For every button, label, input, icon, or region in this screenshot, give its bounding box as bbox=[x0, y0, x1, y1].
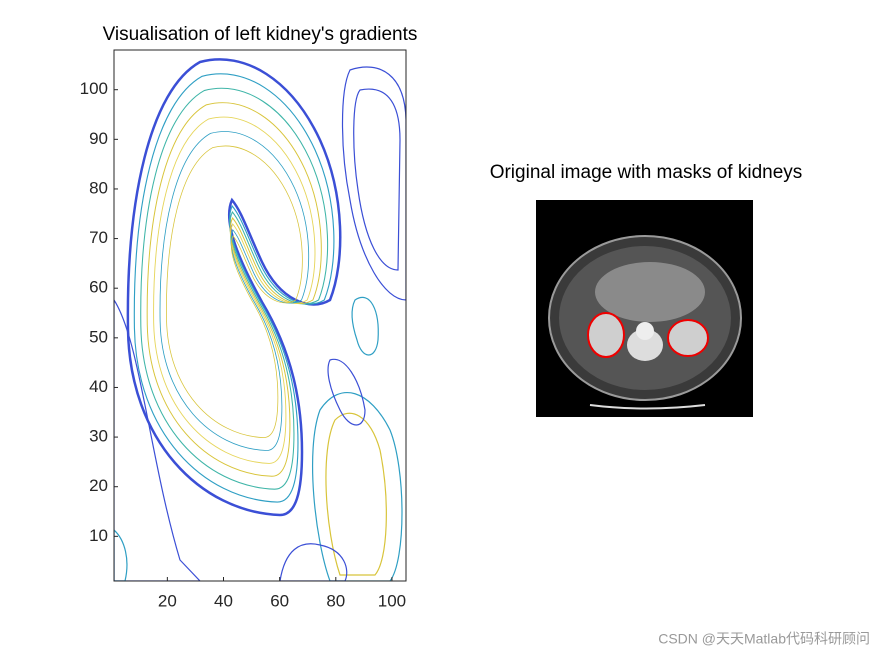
chart-title: Original image with masks of kidneys bbox=[490, 162, 803, 183]
y-tick-label: 50 bbox=[89, 327, 108, 346]
contour-line bbox=[126, 58, 342, 517]
x-tick-label: 80 bbox=[326, 591, 345, 610]
x-tick-label: 60 bbox=[270, 591, 289, 610]
chart-title: Visualisation of left kidney's gradients bbox=[103, 24, 418, 45]
contour-line bbox=[140, 87, 329, 490]
contour-lines bbox=[114, 58, 406, 581]
y-tick-label: 100 bbox=[80, 79, 108, 98]
image-axes: Original image with masks of kidneys bbox=[490, 162, 803, 417]
contour-line bbox=[146, 102, 322, 477]
ct-content bbox=[548, 235, 742, 410]
axes-box bbox=[113, 49, 407, 582]
y-tick-label: 30 bbox=[89, 427, 108, 446]
y-tick-label: 20 bbox=[89, 476, 108, 495]
y-tick-label: 70 bbox=[89, 228, 108, 247]
y-tick-label: 90 bbox=[89, 129, 108, 148]
y-tick-label: 80 bbox=[89, 178, 108, 197]
x-tick-label: 100 bbox=[378, 591, 406, 610]
y-tick-label: 60 bbox=[89, 278, 108, 297]
y-tick-label: 10 bbox=[89, 526, 108, 545]
contour-axes: Visualisation of left kidney's gradients… bbox=[80, 24, 418, 610]
side-contours bbox=[114, 66, 406, 581]
x-tick-label: 20 bbox=[158, 591, 177, 610]
x-tick-label: 40 bbox=[214, 591, 233, 610]
y-tick-label: 40 bbox=[89, 377, 108, 396]
contour-line bbox=[166, 145, 303, 438]
contour-line bbox=[133, 73, 335, 503]
contour-line bbox=[153, 116, 316, 464]
contour-line bbox=[159, 131, 310, 451]
kidney-contour bbox=[126, 58, 342, 517]
watermark: CSDN @天天Matlab代码科研顾问 bbox=[658, 631, 870, 647]
